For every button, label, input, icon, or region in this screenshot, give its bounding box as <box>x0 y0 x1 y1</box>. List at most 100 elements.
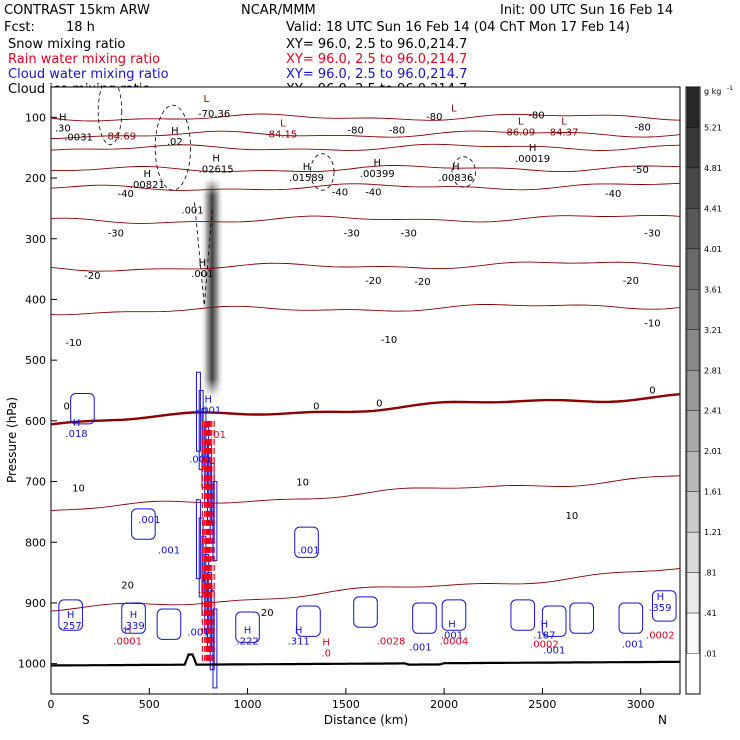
extremum-mark: H <box>244 625 252 636</box>
isotherm-label: -20 <box>84 271 100 282</box>
extremum-value: .187 <box>533 630 555 641</box>
cloud-water-cell <box>235 611 260 643</box>
y-tick-label: 200 <box>25 172 46 185</box>
colorbar-level: .01 <box>704 650 717 659</box>
extremum-mark: H <box>448 619 456 630</box>
extremum-value: .001 <box>181 205 203 216</box>
x-axis-title: Distance (km) <box>324 713 408 727</box>
isotherm-label: -40 <box>118 189 134 200</box>
colorbar-swatch <box>686 531 700 573</box>
extremum-mark: H <box>541 619 549 630</box>
y-tick-label: 900 <box>25 597 46 610</box>
isotherm-label: -80 <box>389 125 405 136</box>
cloud-water-cell <box>296 605 321 637</box>
cloud-ice-contour <box>451 156 476 188</box>
colorbar-level: 4.01 <box>704 245 722 254</box>
extremum-value: .02 <box>167 137 183 148</box>
cloud-water-cell <box>541 605 567 637</box>
extremum-value: .001 <box>543 645 565 656</box>
cloud-water-cell <box>131 508 156 540</box>
extremum-value: .001 <box>441 630 463 641</box>
isotherm-label: 0 <box>376 399 382 410</box>
cloud-ice-contour <box>154 104 191 191</box>
isotherm-label: -70.36 <box>198 109 230 120</box>
extremum-value: .01589 <box>289 173 324 184</box>
extremum-mark: H <box>203 574 211 585</box>
extremum-mark: H <box>529 143 537 154</box>
isotherm-label: 20 <box>121 581 134 592</box>
colorbar-swatch <box>686 572 700 614</box>
colorbar-level: 1.21 <box>704 528 722 537</box>
forecast-label: Fcst: <box>4 20 35 35</box>
y-axis: 100 200 300 400 500 600 700 800 900 1000 <box>18 111 57 671</box>
extremum-mark: H <box>124 625 132 636</box>
colorbar-unit-exponent: -1 <box>727 85 733 92</box>
cloud-water-cell <box>353 596 378 628</box>
extremum-mark: L <box>518 117 524 128</box>
extremum-value: .001 <box>409 642 431 653</box>
field-xy-range: XY= 96.0, 2.5 to 96.0,214.7 <box>286 37 467 52</box>
model-title: CONTRAST 15km ARW <box>4 3 150 18</box>
colorbar-swatch <box>686 612 700 654</box>
isotherm-10 <box>51 475 680 512</box>
extremum-value: .00836 <box>438 173 473 184</box>
extremum-mark: H <box>199 258 207 269</box>
extremum-value: .01 <box>210 430 226 441</box>
colorbar-swatch <box>686 491 700 533</box>
colorbar-swatch <box>686 208 700 250</box>
isotherm-label: -10 <box>65 338 81 349</box>
cloud-water-contour <box>195 371 201 452</box>
cloud-ice-contour <box>97 87 123 146</box>
extremum-value: .257 <box>60 621 82 632</box>
colorbar-unit: g kg <box>704 87 721 96</box>
cloud-ice-contour <box>310 153 335 191</box>
isotherm-label: -30 <box>108 229 124 240</box>
hydrometeor-contours <box>58 87 677 689</box>
extremum-mark: H <box>374 158 382 169</box>
extremum-value: 84.15 <box>269 130 298 141</box>
extremum-value: .0 <box>321 649 331 660</box>
colorbar-level: 2.81 <box>704 366 722 375</box>
colorbar-swatch <box>686 248 700 290</box>
isotherm-label: -20 <box>365 276 381 287</box>
extremum-value: .001 <box>158 545 180 556</box>
extremum-value: .339 <box>122 621 144 632</box>
isotherm--60 <box>51 143 680 151</box>
x-tick-label: 500 <box>139 698 160 711</box>
isotherm-label: -40 <box>365 187 381 198</box>
extremum-value: .00399 <box>360 169 395 180</box>
extremum-value: .311 <box>288 636 310 647</box>
colorbar-level: 5.21 <box>704 123 722 132</box>
cloud-water-contour <box>195 499 201 580</box>
extremum-mark: H <box>144 169 152 180</box>
extremum-value: .30 <box>55 123 71 134</box>
colorbar-level: 3.61 <box>704 285 722 294</box>
snow-shading <box>200 178 224 397</box>
x-tick-label: 2500 <box>528 698 556 711</box>
cloud-water-cell <box>510 599 536 631</box>
isotherm-label: -40 <box>332 187 348 198</box>
field-name: Cloud water mixing ratio <box>8 67 169 82</box>
cloud-water-contour <box>198 517 204 598</box>
extremum-value: .222 <box>236 636 258 647</box>
isotherm-label: 0 <box>64 402 70 413</box>
extremum-mark: H <box>204 395 212 406</box>
colorbar-level: 1.61 <box>704 488 722 497</box>
extremum-mark: H <box>657 592 665 603</box>
isotherm-label: 0 <box>313 402 319 413</box>
isotherm-20 <box>51 568 680 612</box>
y-tick-label: 800 <box>25 536 46 549</box>
isotherm--40 <box>51 182 680 191</box>
isotherm-label: -50 <box>633 165 649 176</box>
cloud-water-cell <box>569 602 595 634</box>
isotherm--30 <box>51 214 680 224</box>
cloud-water-cell <box>121 602 146 634</box>
terrain-line <box>51 653 680 667</box>
cloud-water-cell <box>70 393 95 425</box>
colorbar-swatch <box>686 451 700 492</box>
extremum-mark: H <box>212 154 220 165</box>
surface-pressure-line <box>51 653 680 667</box>
isotherm-label: -80 <box>634 122 650 133</box>
extremum-mark: H <box>73 418 81 429</box>
